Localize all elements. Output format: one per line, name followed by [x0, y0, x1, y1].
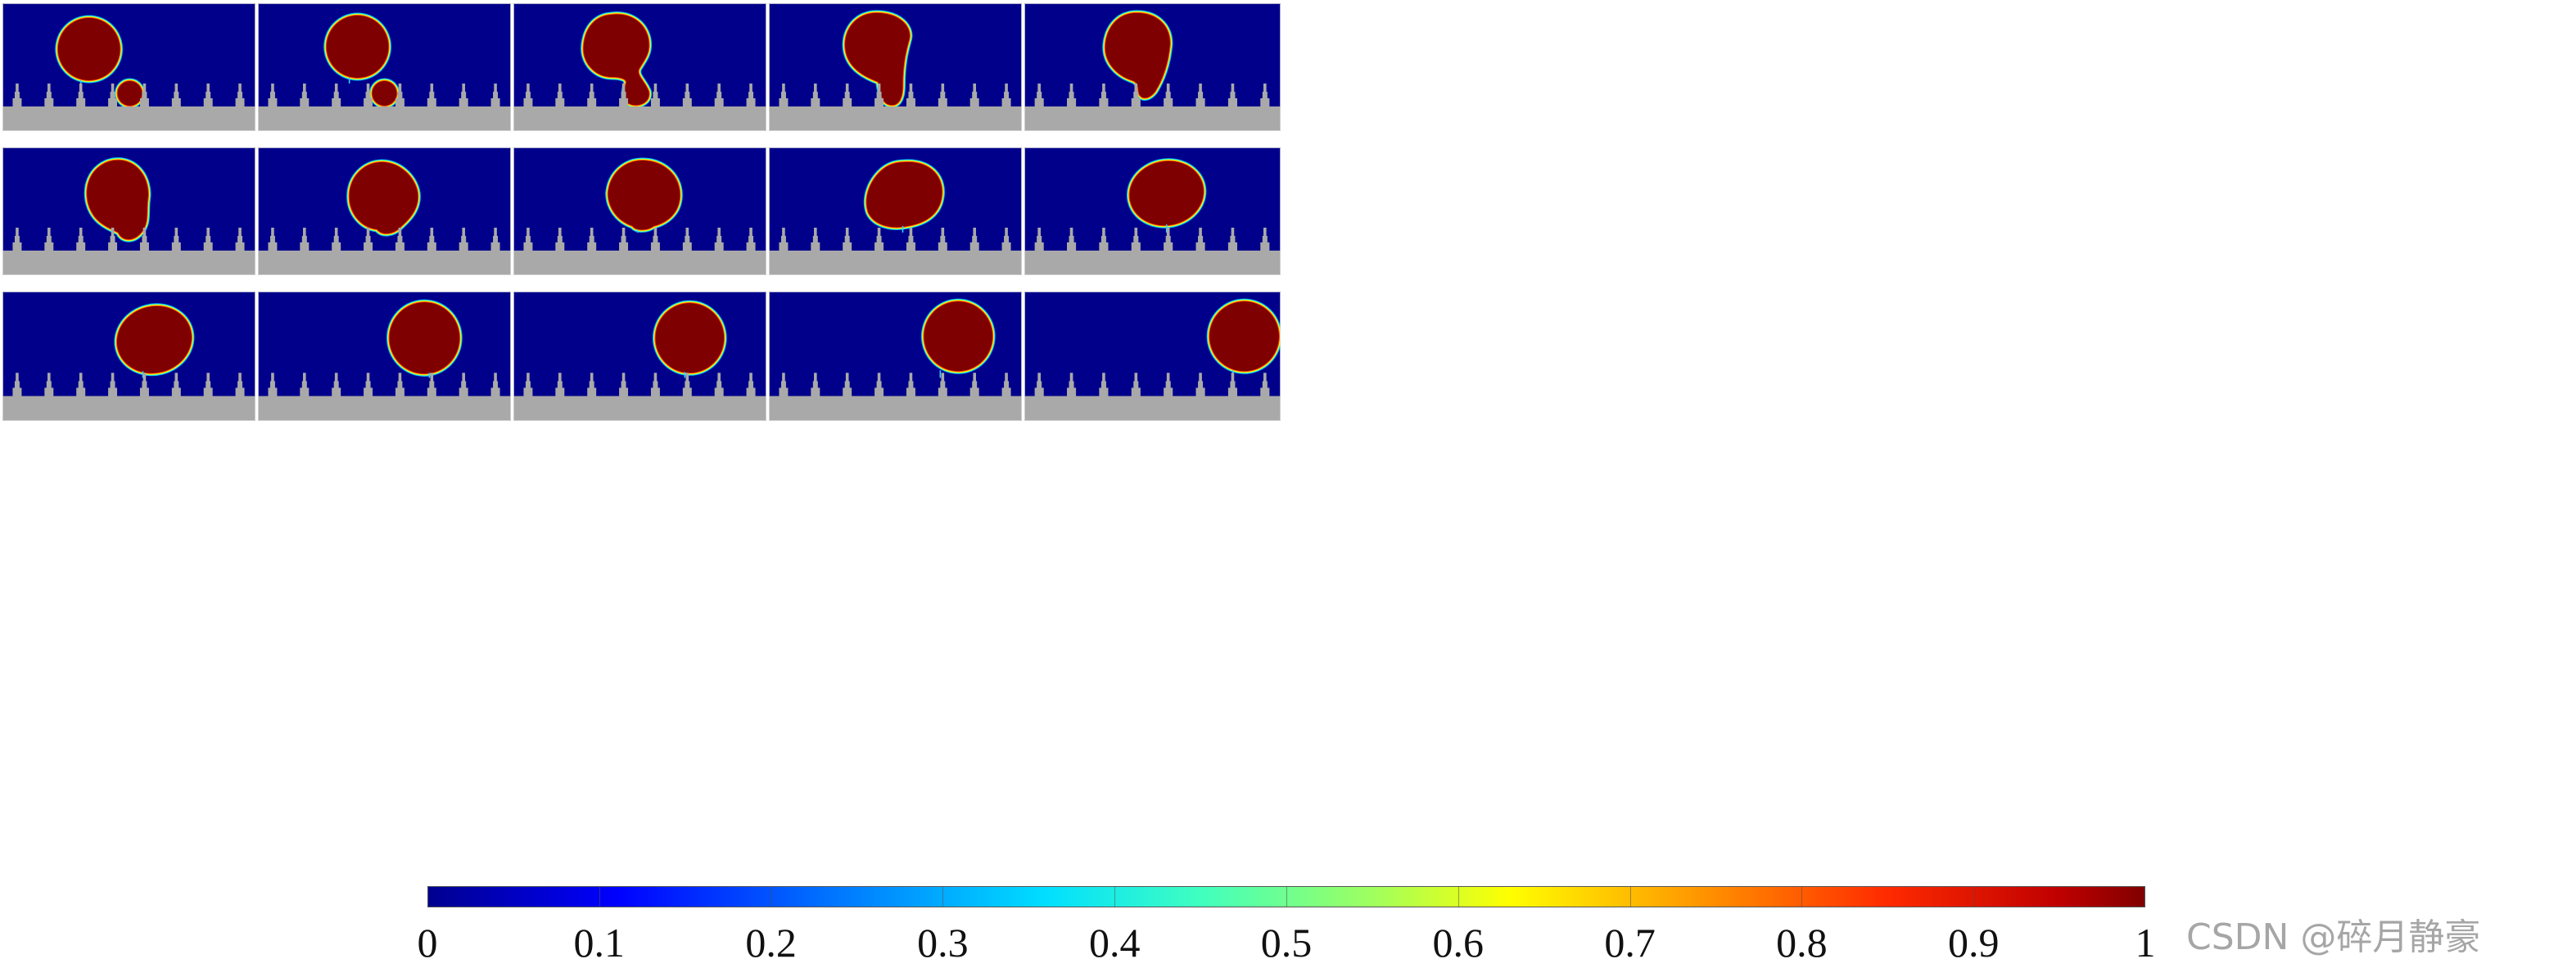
frame-12-image: [258, 292, 511, 421]
droplet-1-1: [55, 15, 124, 84]
simulation-frame-13: [513, 292, 766, 421]
substrate-10: [1024, 228, 1281, 275]
substrate-4: [769, 84, 1022, 131]
droplet-6-1: [84, 157, 151, 242]
colorbar-tick-label: 0.5: [1260, 920, 1313, 966]
substrate-14: [769, 373, 1022, 421]
simulation-frame-7: [258, 147, 511, 275]
simulation-frame-4: [769, 3, 1022, 131]
substrate-7: [258, 228, 511, 275]
droplet-12-1: [386, 299, 463, 377]
colorbar-tick-label: 0.4: [1088, 920, 1141, 966]
simulation-frame-2: [258, 3, 511, 131]
frame-10-image: [1024, 147, 1281, 275]
droplet-14-1: [920, 298, 996, 374]
substrate-3: [513, 84, 766, 131]
simulation-frame-15: [1024, 292, 1281, 421]
colorbar-tick-label: 0.9: [1947, 920, 2000, 966]
droplet-4-1: [842, 10, 913, 108]
colorbar-tick-label: 0.6: [1432, 920, 1485, 966]
simulation-frame-8: [513, 147, 766, 275]
droplet-11-1: [114, 303, 195, 377]
droplet-9-1: [863, 159, 945, 230]
droplet-13-1: [652, 300, 727, 376]
droplet-5-1: [1102, 10, 1173, 101]
simulation-frame-10: [1024, 147, 1281, 275]
simulation-frames-grid: [2, 3, 1281, 421]
frame-7-image: [258, 147, 511, 275]
substrate-11: [2, 373, 255, 421]
simulation-frame-9: [769, 147, 1022, 275]
frame-14-image: [769, 292, 1022, 421]
simulation-frame-3: [513, 3, 766, 131]
droplet-7-1: [346, 159, 421, 237]
substrate-15: [1024, 373, 1281, 421]
simulation-frame-12: [258, 292, 511, 421]
simulation-frame-1: [2, 3, 255, 131]
colorbar-tick-label: 0: [417, 920, 438, 966]
colorbar-tick-label: 0.1: [573, 920, 626, 966]
droplet-2-1: [323, 12, 391, 81]
frame-13-image: [513, 292, 766, 421]
simulation-frame-6: [2, 147, 255, 275]
frame-6-image: [2, 147, 255, 275]
colorbar-tick-label: 0.3: [917, 920, 969, 966]
frame-9-image: [769, 147, 1022, 275]
simulation-frame-14: [769, 292, 1022, 421]
droplet-15-1: [1206, 298, 1281, 374]
colorbar-tick-label: 1: [2135, 920, 2156, 966]
substrate-8: [513, 228, 766, 275]
substrate-6: [2, 228, 255, 275]
frame-5-image: [1024, 3, 1281, 131]
substrate-13: [513, 373, 766, 421]
substrate-5: [1024, 84, 1281, 131]
frame-8-image: [513, 147, 766, 275]
droplet-8-1: [605, 157, 683, 233]
frame-4-image: [769, 3, 1022, 131]
droplet-3-1: [581, 11, 653, 108]
substrate-9: [769, 228, 1022, 275]
droplet-1-2: [115, 78, 145, 109]
frame-3-image: [513, 3, 766, 131]
colorbar: [427, 886, 2145, 907]
substrate-12: [258, 373, 511, 421]
colorbar-tick-label: 0.2: [745, 920, 797, 966]
droplet-2-2: [369, 78, 400, 109]
frame-11-image: [2, 292, 255, 421]
frame-2-image: [258, 3, 511, 131]
substrate-1: [2, 84, 255, 131]
droplet-10-1: [1126, 158, 1207, 228]
simulation-frame-11: [2, 292, 255, 421]
substrate-2: [258, 84, 511, 131]
colorbar-tick-label: 0.7: [1604, 920, 1656, 966]
watermark-text: CSDN @碎月静豪: [2186, 916, 2481, 958]
simulation-frame-5: [1024, 3, 1281, 131]
colorbar-tick-label: 0.8: [1776, 920, 1828, 966]
frame-15-image: [1024, 292, 1281, 421]
frame-1-image: [2, 3, 255, 131]
